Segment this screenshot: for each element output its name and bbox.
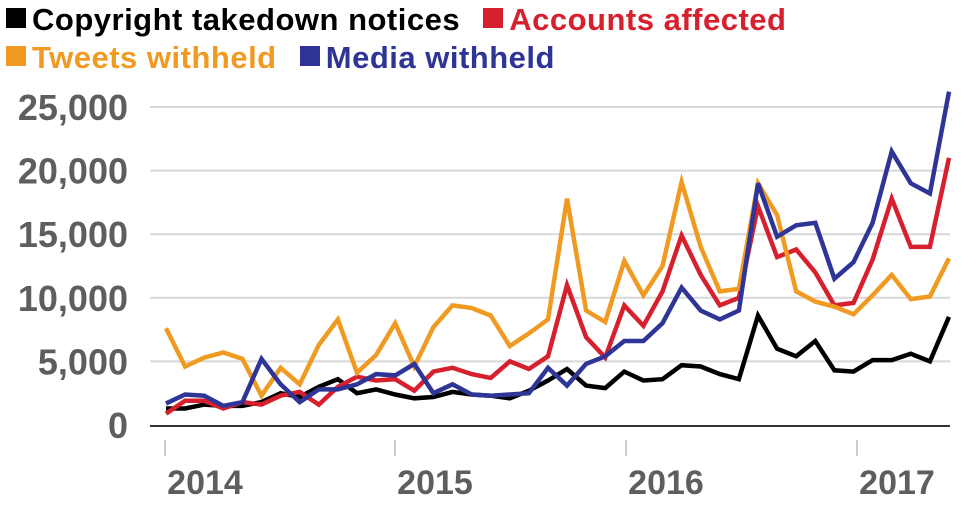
y-tick-label: 0: [108, 405, 128, 446]
legend-item-media: Media withheld: [299, 40, 555, 75]
x-tick-label: 2015: [397, 464, 473, 502]
legend-label: Media withheld: [325, 40, 555, 75]
series-line-media-withheld: [165, 91, 952, 409]
x-tick-label: 2014: [167, 464, 243, 502]
legend-swatch: [6, 8, 26, 28]
legend-item-copyright: Copyright takedown notices: [6, 2, 460, 37]
legend-row-2: Tweets withheld Media withheld: [6, 40, 569, 76]
legend-item-tweets: Tweets withheld: [6, 40, 277, 75]
series-line-tweets-withheld: [163, 173, 952, 401]
legend-label: Copyright takedown notices: [32, 2, 461, 37]
legend-item-accounts: Accounts affected: [483, 2, 786, 37]
y-tick-label: 15,000: [18, 214, 128, 255]
series-line-accounts-affected: [164, 157, 952, 416]
legend-swatch: [299, 46, 320, 66]
legend-swatch: [6, 46, 26, 66]
legend-label: Tweets withheld: [32, 40, 277, 75]
y-tick-label: 25,000: [18, 87, 128, 128]
legend-swatch: [483, 8, 504, 28]
legend-label: Accounts affected: [509, 2, 787, 37]
y-tick-label: 20,000: [18, 151, 128, 192]
x-tick-label: 2017: [859, 464, 935, 502]
legend-row-1: Copyright takedown notices Accounts affe…: [6, 2, 800, 38]
y-tick-label: 10,000: [18, 278, 128, 319]
y-tick-label: 5,000: [38, 341, 128, 382]
x-tick-label: 2016: [628, 464, 704, 502]
